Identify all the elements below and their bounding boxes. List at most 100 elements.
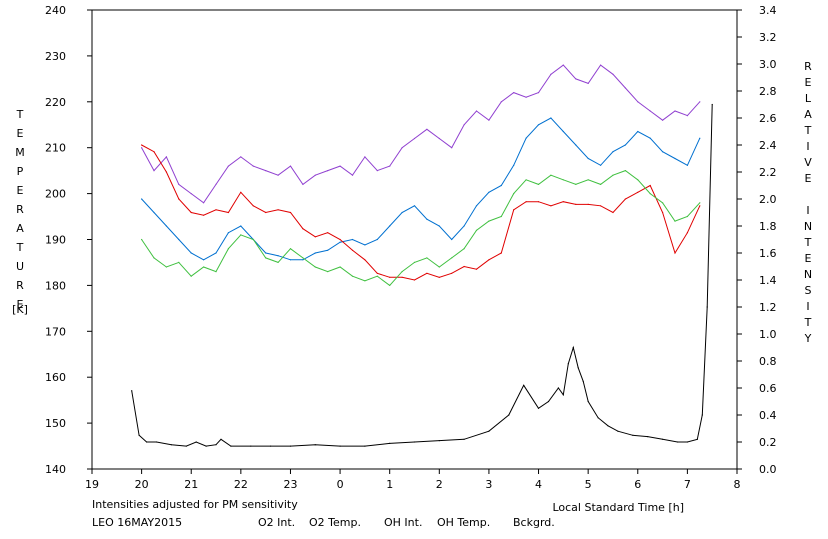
data-point-bckgrd [146,441,148,443]
data-point-o2-int [351,238,354,241]
data-point-o2-temp [178,183,180,185]
data-point-bckgrd [270,445,272,447]
data-point-bckgrd [508,414,510,416]
y-right-label-letter: L [805,92,812,105]
data-point-oh-temp [649,193,651,195]
data-point-oh-temp [562,179,564,181]
data-point-o2-temp [265,170,267,172]
data-point-o2-int [389,225,391,227]
data-point-o2-int [624,144,627,146]
data-point-oh-temp [475,229,478,231]
y-right-label-letter: N [804,268,812,281]
y-right-tick-label: 3.4 [759,4,777,17]
data-point-oh-temp [314,266,316,268]
data-point-oh-int [686,232,689,234]
data-point-oh-int [426,272,428,274]
data-point-oh-int [537,201,540,203]
data-point-o2-temp [488,119,490,121]
data-point-oh-int [550,205,552,207]
data-point-bckgrd [617,430,619,432]
data-point-oh-temp [215,271,217,273]
data-point-oh-int [364,259,366,261]
data-point-o2-temp [351,174,354,176]
data-point-oh-int [624,198,627,200]
y-left-unit: [K] [12,303,28,316]
data-point-oh-temp [339,266,341,268]
data-point-oh-int [662,211,664,214]
y-right-label-letter: E [805,172,812,185]
data-point-oh-int [500,252,502,254]
data-point-o2-temp [240,156,242,158]
intensity-note: Intensities adjusted for PM sensitivity [92,498,298,511]
data-point-o2-temp [165,156,167,158]
data-point-o2-int [413,205,416,207]
y-right-tick-label: 2.2 [759,166,777,179]
data-point-o2-temp [674,110,676,112]
data-point-oh-int [475,268,478,270]
series-line-o2-int [141,117,701,261]
data-point-oh-temp [389,284,391,286]
y-right-label-letter: T [804,316,812,329]
x-tick-label: 6 [634,478,641,491]
data-point-o2-int [525,137,527,139]
data-point-o2-temp [302,183,304,185]
data-point-o2-temp [562,64,564,66]
data-point-o2-int [699,137,701,139]
y-right-label-letter: I [806,204,809,217]
x-tick-label: 19 [85,478,99,491]
data-point-o2-temp [227,165,229,167]
data-point-oh-temp [600,183,602,185]
data-point-bckgrd [205,445,207,447]
data-point-bckgrd [582,380,584,382]
y-right-label-letter: E [805,252,812,265]
data-point-oh-temp [327,271,329,273]
series-line-bckgrd [131,104,713,447]
data-point-o2-temp [587,82,589,84]
data-point-oh-temp [525,179,527,181]
data-point-o2-temp [141,147,143,149]
data-point-o2-temp [624,87,627,89]
data-point-bckgrd [597,417,599,419]
x-tick-label: 2 [436,478,443,491]
data-point-oh-int [327,232,329,234]
y-right-tick-label: 1.2 [759,301,777,314]
y-right-label-letter: T [804,124,812,137]
data-point-bckgrd [696,438,698,440]
data-point-bckgrd [537,407,540,409]
y-right-tick-label: 1.4 [759,274,777,287]
data-point-o2-int [265,252,267,254]
data-point-o2-temp [203,202,205,204]
data-point-oh-temp [351,275,354,277]
data-point-o2-temp [550,73,552,75]
data-point-bckgrd [170,444,172,446]
x-tick-label: 22 [234,478,248,491]
data-point-oh-int [389,276,391,278]
data-point-oh-int [178,198,180,200]
y-left-label-letter: A [16,222,24,235]
data-point-bckgrd [220,438,222,440]
data-point-oh-temp [252,238,254,241]
data-point-bckgrd [686,441,689,443]
data-point-oh-temp [227,248,229,250]
data-point-o2-int [401,211,403,214]
y-right-tick-label: 2.0 [759,193,777,206]
data-point-oh-temp [401,271,403,273]
data-point-bckgrd [547,400,550,403]
data-point-o2-temp [190,193,192,195]
data-point-bckgrd [185,445,187,447]
data-point-oh-temp [141,238,143,241]
y-left-label-letter: U [16,260,24,273]
data-point-o2-int [562,130,564,133]
y-left-label-letter: E [17,298,24,311]
data-point-o2-int [475,205,478,207]
y-right-label-letter: N [804,220,812,233]
data-point-o2-int [463,225,465,227]
y-left-label-letter: R [16,203,24,216]
y-right-tick-label: 0.4 [759,409,777,422]
y-left-tick-label: 220 [45,96,66,109]
data-point-o2-int [277,255,279,257]
y-right-label-letter: I [806,140,809,153]
y-right-tick-label: 1.8 [759,220,777,233]
data-point-o2-int [153,211,155,214]
